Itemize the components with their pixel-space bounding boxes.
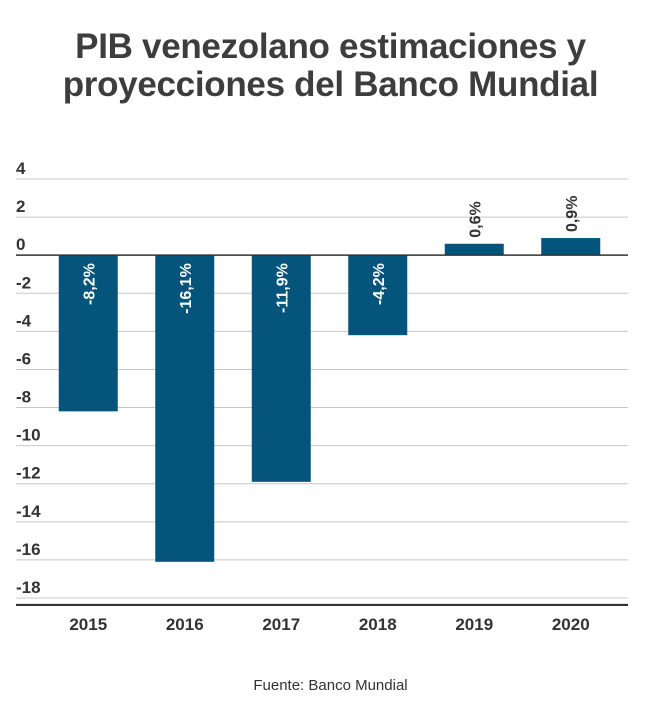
y-tick-label: 0 [16, 235, 25, 254]
y-tick-label: -4 [16, 311, 32, 330]
x-tick-label-2020: 2020 [552, 615, 590, 634]
y-tick-label: -12 [16, 464, 41, 483]
chart-title-line-2: proyecciones del Banco Mundial [62, 65, 599, 104]
bar-2015 [58, 255, 118, 412]
x-tick-label-2015: 2015 [69, 615, 107, 634]
chart-title: PIB venezolano estimaciones y proyeccion… [0, 28, 661, 104]
source-note: Fuente: Banco Mundial [253, 677, 408, 694]
data-label-2019: 0,6% [467, 201, 484, 237]
x-tick-label-2017: 2017 [262, 615, 300, 634]
x-tick-label-2018: 2018 [359, 615, 397, 634]
data-label-2018: -4,2% [371, 263, 388, 305]
bar-2016 [155, 255, 215, 562]
axes: 4 2 0 -2 -4 -6 -8 -10 -12 -14 -16 -18 2015 2016 2017 20… [16, 159, 628, 634]
x-tick-label-2019: 2019 [455, 615, 493, 634]
x-tick-label-2016: 2016 [166, 615, 204, 634]
y-tick-label: -14 [16, 502, 41, 521]
bar-2017 [251, 255, 311, 482]
bar-2018 [348, 255, 408, 336]
y-tick-label: -18 [16, 578, 41, 597]
data-label-2017: -11,9% [274, 263, 291, 313]
chart-title-line-1: PIB venezolano estimaciones y [75, 27, 586, 66]
y-tick-label: -16 [16, 540, 41, 559]
data-label-2020: 0,9% [564, 196, 581, 232]
data-labels: -8,2% -16,1% -11,9% -4,2% 0,6% 0,9% [81, 196, 581, 314]
y-tick-label: 4 [16, 159, 26, 178]
y-tick-label: 2 [16, 197, 25, 216]
data-label-2015: -8,2% [81, 263, 98, 305]
bar-2019 [444, 243, 504, 256]
y-tick-label: -8 [16, 388, 31, 407]
y-tick-label: -2 [16, 273, 31, 292]
data-label-2016: -16,1% [178, 263, 195, 314]
y-tick-label: -6 [16, 349, 31, 368]
bar-2020 [541, 238, 601, 256]
y-tick-label: -10 [16, 426, 41, 445]
bars [58, 238, 601, 562]
